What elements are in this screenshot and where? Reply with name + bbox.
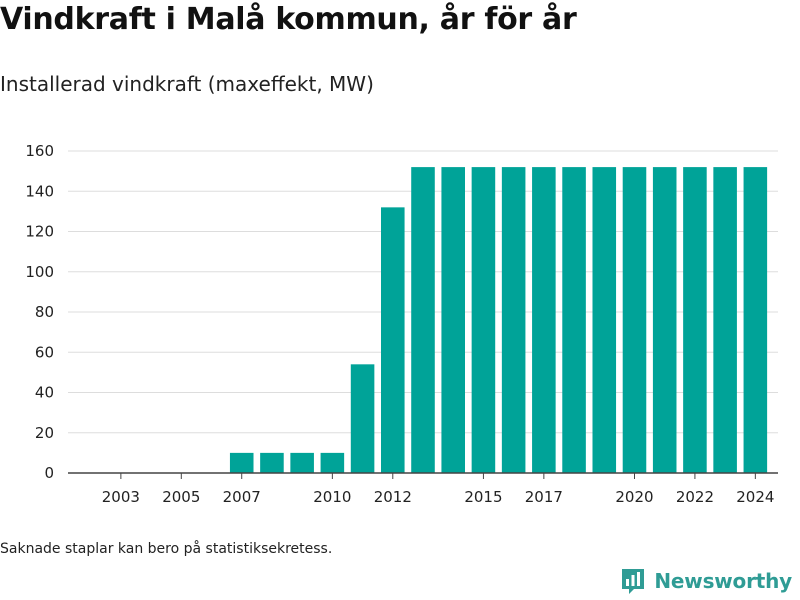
bar-2023 — [713, 167, 737, 473]
chart-subtitle: Installerad vindkraft (maxeffekt, MW) — [0, 72, 374, 96]
bar-2021 — [652, 167, 677, 473]
bar-2022 — [683, 167, 707, 473]
y-tick-label-140: 140 — [25, 182, 54, 200]
bar-2019 — [592, 167, 617, 473]
bar-2007 — [229, 452, 254, 473]
x-tick-label-2003: 2003 — [102, 488, 140, 506]
y-tick-label-40: 40 — [35, 384, 54, 402]
chart-title: Vindkraft i Malå kommun, år för år — [0, 2, 577, 37]
bar-2018 — [562, 167, 586, 473]
bar-2011 — [350, 364, 375, 473]
x-tick-label-2015: 2015 — [464, 488, 502, 506]
bar-2015 — [471, 167, 496, 473]
bar-2024 — [743, 167, 768, 473]
y-tick-label-20: 20 — [35, 424, 54, 442]
y-tick-label-120: 120 — [25, 223, 54, 241]
x-tick-label-2005: 2005 — [162, 488, 200, 506]
x-tick-label-2020: 2020 — [615, 488, 653, 506]
y-tick-label-0: 0 — [44, 464, 54, 482]
bar-2017 — [532, 167, 556, 473]
bars — [229, 167, 768, 473]
bar-2020 — [622, 167, 647, 473]
newsworthy-logo-icon — [622, 569, 645, 594]
bar-2009 — [290, 452, 314, 473]
y-tick-label-60: 60 — [35, 343, 54, 361]
bar-2008 — [260, 452, 284, 473]
axes: 0 20 40 60 80 100 120 140 160 2003 2005 2007 2010 201… — [25, 142, 778, 506]
y-tick-label-100: 100 — [25, 263, 54, 281]
newsworthy-brand[interactable]: Newsworthy — [620, 567, 792, 595]
bar-2010 — [320, 452, 345, 473]
x-tick-label-2007: 2007 — [223, 488, 261, 506]
brand-name: Newsworthy — [654, 569, 792, 593]
y-tick-label-160: 160 — [25, 142, 54, 160]
x-tick-label-2022: 2022 — [676, 488, 714, 506]
y-tick-label-80: 80 — [35, 303, 54, 321]
x-tick-label-2024: 2024 — [736, 488, 774, 506]
x-tick-label-2010: 2010 — [313, 488, 351, 506]
x-tick-label-2017: 2017 — [525, 488, 563, 506]
bar-2012 — [381, 207, 405, 473]
bar-chart: 0 20 40 60 80 100 120 140 160 2003 2005 2007 2010 201… — [25, 142, 778, 506]
bar-2013 — [411, 167, 435, 473]
footnote: Saknade staplar kan bero på statistiksek… — [0, 541, 333, 557]
bar-2014 — [441, 167, 465, 473]
x-tick-label-2012: 2012 — [374, 488, 412, 506]
bar-2016 — [501, 167, 526, 473]
